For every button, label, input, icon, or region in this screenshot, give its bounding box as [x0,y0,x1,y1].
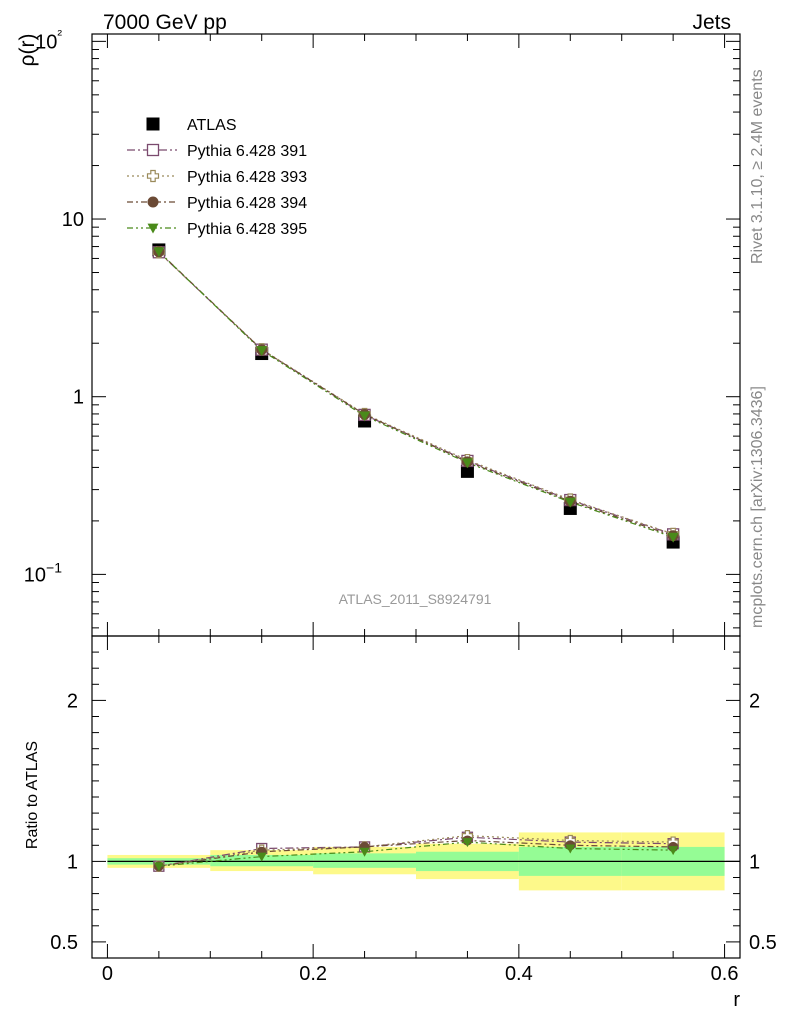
ratio-y-tick-label: 1 [67,851,78,873]
main-y-tick-exponent: ² [57,26,62,42]
main-data-point [564,497,576,508]
ratio-series-line [158,841,674,867]
legend-entry-label: ATLAS [187,117,237,134]
main-y-tick-label: 10−1 [24,559,62,586]
legend-marker [146,117,160,131]
ratio-series-line [158,836,674,867]
main-series-line [158,251,674,535]
ratio-data-point [359,847,370,857]
ratio-data-point [668,846,679,856]
x-tick-label: 0.6 [711,963,739,985]
main-y-tick-exponent: −1 [46,559,62,575]
x-tick-label: 0.4 [505,963,533,985]
legend-marker [146,169,160,183]
legend: ATLAS Pythia 6.428 391 Pythia 6.428 393 Pyt… [127,117,307,238]
main-data-point [461,458,473,469]
main-y-tick-label: 1 [73,387,84,409]
x-tick-label: 0 [102,963,113,985]
legend-entry-label: Pythia 6.428 395 [187,221,307,238]
legend-marker [147,196,159,208]
ratio-data-point [256,852,267,862]
ratio-y-tick-label: 2 [67,690,78,712]
ratio-series-line [158,835,674,867]
main-data-point [153,247,165,258]
legend-marker [146,143,160,157]
ratio-y-tick-label-right: 2 [749,690,760,712]
legend-entry-label: Pythia 6.428 391 [187,143,307,160]
ratio-series-line [158,839,674,867]
main-data-point [256,346,268,356]
ratio-frame [91,635,741,959]
ratio-y-tick-label: 0.5 [50,932,78,954]
rivet-label: Rivet 3.1.10, ≥ 2.4M events [749,69,766,264]
x-tick-label: 0.2 [299,963,327,985]
main-series-line [158,251,674,537]
legend-entry-label: Pythia 6.428 394 [187,195,307,212]
ratio-plot-panel: 0 0.2 0.4 0.6 0.5 0.5 1 1 2 2 [50,635,777,985]
analysis-id: ATLAS_2011_S8924791 [339,591,492,607]
ratio-y-tick-label-right: 1 [749,851,760,873]
ratio-y-axis-label: Ratio to ATLAS [24,741,41,849]
main-plot-panel: 10−1 1 10 10² [24,26,741,637]
ratio-y-tick-label-right: 0.5 [749,932,777,954]
main-y-axis-label: ρ(r) [16,34,39,67]
legend-entry-label: Pythia 6.428 393 [187,169,307,186]
main-data-point [667,532,679,543]
x-axis-label: r [733,989,740,1011]
main-series-line [158,251,674,538]
ratio-data-point [462,838,473,848]
ratio-data-point [153,862,164,872]
ratio-data-point [565,844,576,854]
mcplots-label: mcplots.cern.ch [arXiv:1306.3436] [749,386,766,628]
main-data-point [359,411,371,422]
main-data-point [460,464,474,478]
header-left: 7000 GeV pp [103,11,227,34]
main-y-tick-label: 10² [35,26,62,53]
legend-marker [147,223,159,234]
main-y-tick-label: 10 [62,209,84,231]
main-series-line [158,251,674,535]
ratio-band-green [313,853,416,868]
header-right: Jets [692,11,731,34]
